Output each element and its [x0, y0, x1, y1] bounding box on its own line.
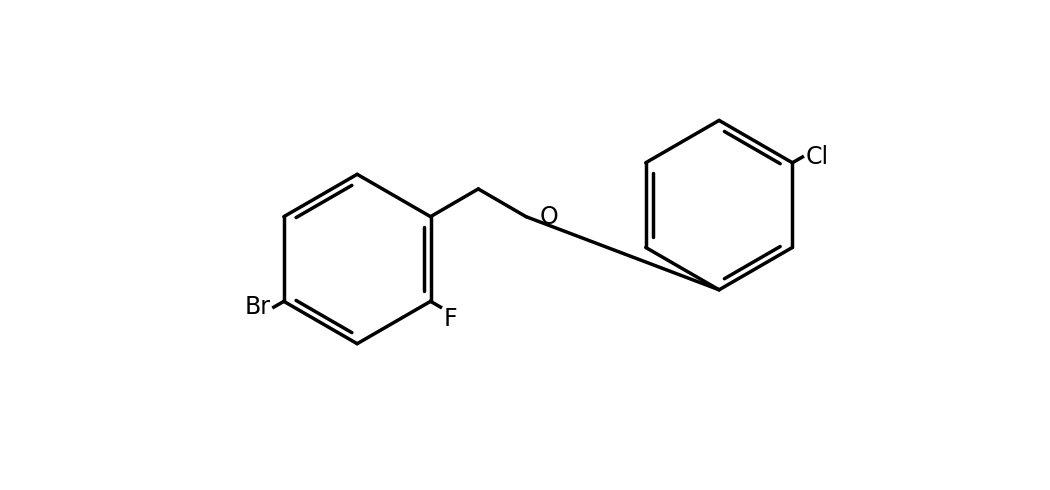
- Text: Cl: Cl: [805, 145, 828, 169]
- Text: F: F: [443, 307, 457, 331]
- Text: Br: Br: [245, 295, 271, 319]
- Text: O: O: [540, 205, 559, 229]
